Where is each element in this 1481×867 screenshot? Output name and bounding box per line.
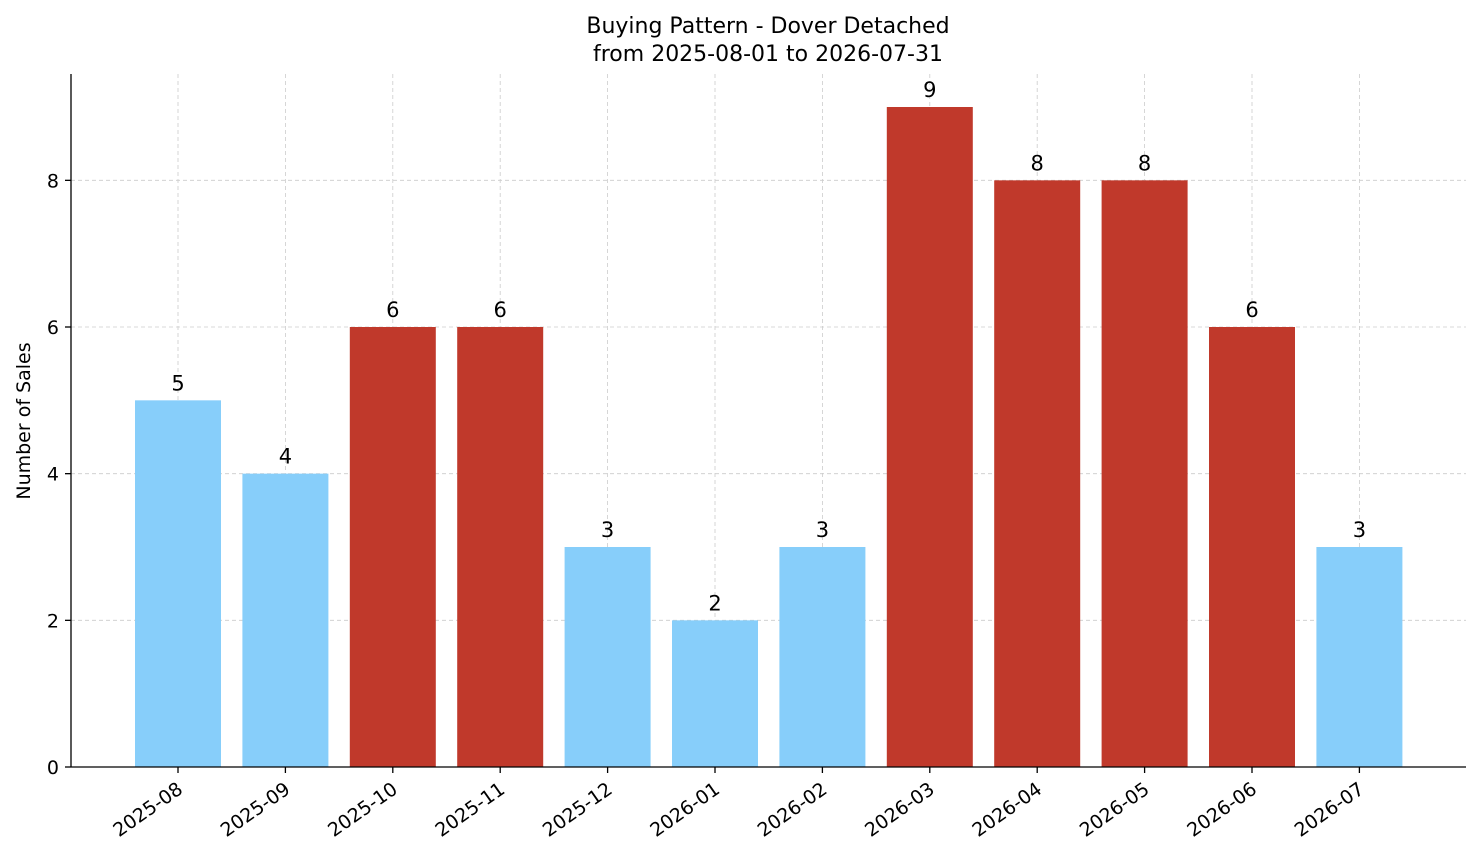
y-axis-label: Number of Sales bbox=[13, 342, 35, 499]
axes bbox=[65, 74, 1466, 773]
chart-title: Buying Pattern - Dover Detached bbox=[586, 14, 949, 39]
y-tick-label-0: 0 bbox=[47, 757, 59, 779]
data-label-2026-02: 3 bbox=[816, 518, 829, 542]
bar-2025-12 bbox=[564, 547, 651, 767]
y-tick-label-3: 6 bbox=[47, 317, 59, 339]
bar-2026-01 bbox=[672, 620, 758, 767]
bar-2026-05 bbox=[1101, 180, 1188, 768]
x-tick-label-2026-07: 2026-07 bbox=[1291, 778, 1369, 842]
x-tick-label-2026-03: 2026-03 bbox=[861, 778, 939, 842]
data-label-2026-07: 3 bbox=[1353, 518, 1366, 542]
x-tick-label-2025-09: 2025-09 bbox=[217, 778, 295, 842]
bar-2026-06 bbox=[1209, 327, 1295, 767]
bar-2025-10 bbox=[349, 327, 436, 767]
bar-2025-08 bbox=[135, 400, 221, 767]
x-tick-label-2026-04: 2026-04 bbox=[968, 778, 1046, 842]
data-label-2026-01: 2 bbox=[708, 591, 721, 615]
x-tick-label-2025-12: 2025-12 bbox=[539, 778, 617, 842]
bar-2026-02 bbox=[779, 547, 866, 767]
x-tick-label-2026-02: 2026-02 bbox=[754, 778, 832, 842]
data-label-2026-05: 8 bbox=[1138, 151, 1151, 175]
chart-subtitle: from 2025-08-01 to 2026-07-31 bbox=[593, 42, 943, 67]
bar-2026-03 bbox=[886, 107, 973, 767]
bars bbox=[135, 107, 1403, 768]
x-tick-label-2025-08: 2025-08 bbox=[109, 778, 187, 842]
data-label-2026-03: 9 bbox=[923, 78, 936, 102]
data-label-2025-12: 3 bbox=[601, 518, 614, 542]
data-label-2025-09: 4 bbox=[279, 445, 292, 469]
x-tick-label-2025-11: 2025-11 bbox=[431, 778, 509, 842]
x-tick-label-2026-01: 2026-01 bbox=[646, 778, 724, 842]
bar-2025-11 bbox=[457, 327, 544, 767]
x-tick-label-2026-05: 2026-05 bbox=[1076, 778, 1154, 842]
data-label-2026-04: 8 bbox=[1031, 151, 1044, 175]
data-label-2026-06: 6 bbox=[1245, 298, 1258, 322]
bar-2026-04 bbox=[994, 180, 1081, 768]
x-tick-label-2025-10: 2025-10 bbox=[324, 778, 402, 842]
y-tick-label-4: 8 bbox=[47, 170, 59, 192]
bar-2026-07 bbox=[1316, 547, 1403, 767]
data-label-2025-10: 6 bbox=[386, 298, 399, 322]
y-tick-label-2: 4 bbox=[47, 464, 59, 486]
x-tick-label-2026-06: 2026-06 bbox=[1183, 778, 1261, 842]
bar-2025-09 bbox=[242, 473, 329, 767]
data-label-2025-11: 6 bbox=[494, 298, 507, 322]
data-label-2025-08: 5 bbox=[171, 371, 184, 395]
y-tick-label-1: 2 bbox=[47, 610, 59, 632]
